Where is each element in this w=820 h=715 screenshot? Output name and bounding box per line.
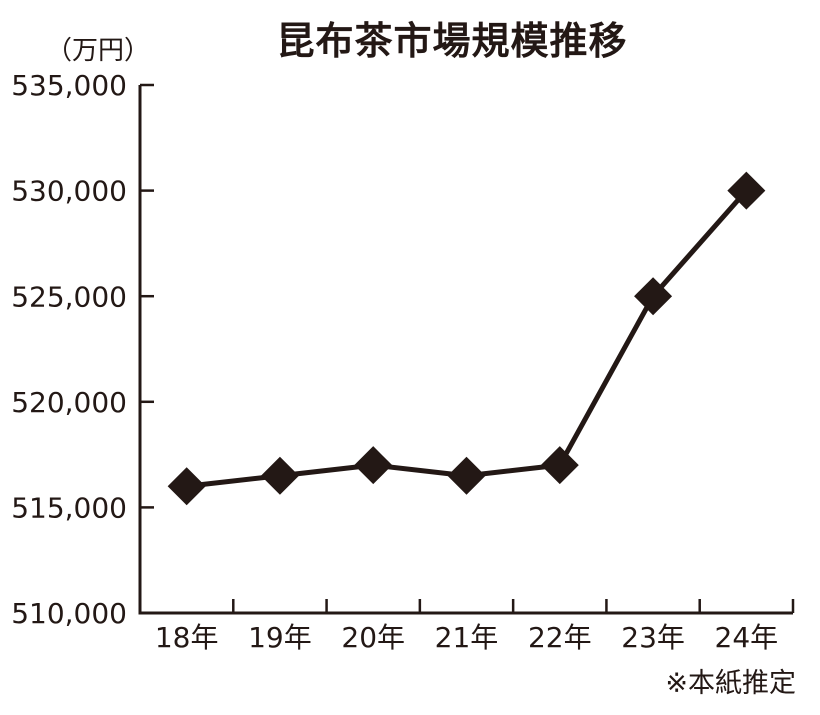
x-tick-label: 18年 bbox=[155, 621, 219, 654]
chart-title: 昆布茶市場規模推移 bbox=[276, 19, 628, 63]
y-tick-label: 515,000 bbox=[11, 491, 127, 524]
data-point-marker bbox=[167, 467, 206, 506]
x-tick-label: 23年 bbox=[621, 621, 685, 654]
x-tick-label: 24年 bbox=[715, 621, 779, 654]
data-point-marker bbox=[447, 456, 486, 495]
data-point-marker bbox=[727, 171, 766, 210]
footnote: ※本紙推定 bbox=[665, 668, 796, 699]
y-tick-label: 510,000 bbox=[11, 597, 127, 630]
data-point-marker bbox=[634, 277, 673, 316]
data-point-marker bbox=[260, 456, 299, 495]
x-tick-label: 20年 bbox=[341, 621, 405, 654]
data-line bbox=[186, 188, 749, 489]
y-tick-label: 520,000 bbox=[11, 386, 127, 419]
y-tick-label: 525,000 bbox=[11, 280, 127, 313]
x-tick-label: 19年 bbox=[248, 621, 312, 654]
y-axis-unit-label: （万円） bbox=[46, 36, 151, 66]
data-point-marker bbox=[540, 446, 579, 485]
y-tick-label: 530,000 bbox=[11, 175, 127, 208]
data-point-marker bbox=[354, 446, 393, 485]
y-tick-label: 535,000 bbox=[11, 69, 127, 102]
x-tick-label: 22年 bbox=[528, 621, 592, 654]
x-tick-label: 21年 bbox=[435, 621, 499, 654]
